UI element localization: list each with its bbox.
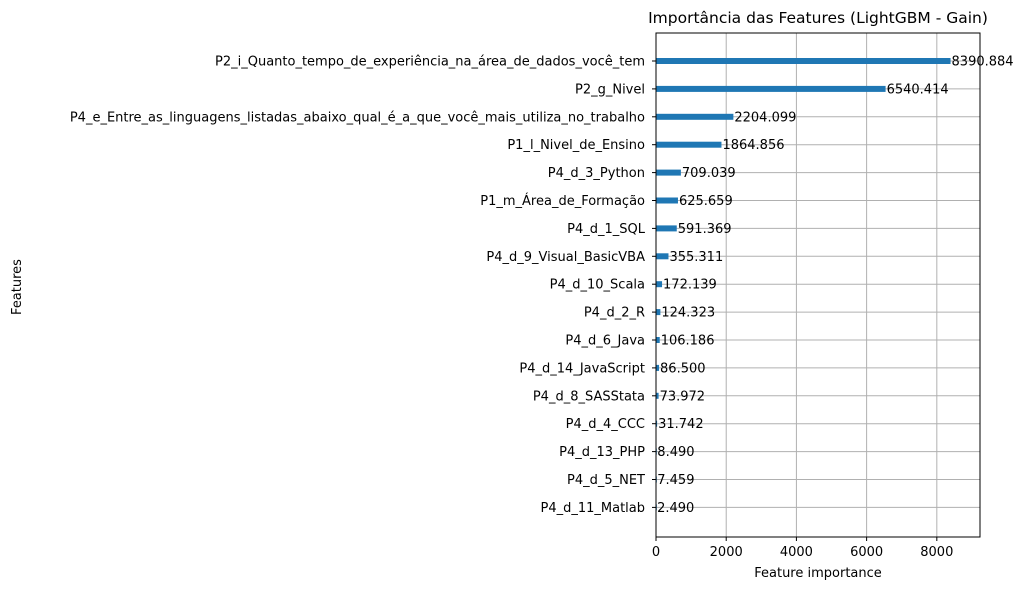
bar: [656, 364, 660, 371]
bar: [656, 420, 658, 427]
x-tick-label: 4000: [780, 545, 813, 560]
bar-value-label: 172.139: [663, 278, 717, 293]
y-tick-label: P4_d_11_Matlab: [540, 501, 645, 516]
bar-value-label: 8.490: [657, 445, 694, 460]
y-tick-label: P4_d_1_SQL: [567, 222, 646, 237]
bar: [656, 141, 722, 148]
chart-title: Importância das Features (LightGBM - Gai…: [648, 9, 988, 27]
y-tick-label: P4_d_3_Python: [548, 166, 645, 181]
y-tick-label: P4_d_9_Visual_BasicVBA: [486, 250, 645, 265]
bar: [656, 169, 681, 176]
bar-value-label: 1864.856: [722, 138, 784, 153]
y-tick-label: P1_m_Área_de_Formação: [480, 193, 645, 209]
y-tick-label: P4_d_5_NET: [567, 473, 645, 488]
x-tick-label: 0: [652, 545, 660, 560]
bar: [656, 113, 734, 120]
bar-value-label: 7.459: [657, 473, 694, 488]
bar-value-label: 2204.099: [734, 110, 796, 125]
bar: [656, 197, 678, 204]
y-tick-label: P4_d_6_Java: [565, 334, 645, 349]
tick-layer: 0 2000 4000 6000 8000: [652, 537, 953, 560]
x-tick-label: 8000: [920, 545, 953, 560]
bar: [656, 309, 661, 316]
bar-value-label: 709.039: [682, 166, 736, 181]
y-tick-label: P1_l_Nivel_de_Ensino: [507, 138, 645, 153]
y-tick-label: P4_d_14_JavaScript: [519, 361, 645, 376]
bar-value-label: 73.972: [660, 389, 706, 404]
x-tick-label: 2000: [710, 545, 743, 560]
bar-value-label: 6540.414: [887, 82, 949, 97]
bar: [656, 253, 669, 260]
bar: [656, 392, 659, 399]
y-tick-label: P2_i_Quanto_tempo_de_experiência_na_área…: [215, 55, 645, 70]
bar-value-label: 31.742: [658, 417, 704, 432]
y-tick-label: P4_d_2_R: [584, 306, 645, 321]
x-axis-label: Feature importance: [754, 566, 882, 581]
y-tick-label: P4_d_8_SASStata: [533, 389, 645, 404]
y-tick-label: P4_d_13_PHP: [559, 445, 645, 460]
bar: [656, 281, 663, 288]
y-tick-label: P2_g_Nivel: [575, 82, 645, 97]
bar-value-label: 86.500: [660, 361, 706, 376]
bar-value-label: 2.490: [657, 501, 694, 516]
y-axis-label: Features: [10, 259, 25, 315]
bar: [656, 58, 951, 64]
y-tick-label: P4_e_Entre_as_linguagens_listadas_abaixo…: [70, 110, 645, 125]
bar-layer: [656, 58, 951, 511]
bar: [656, 85, 886, 92]
y-tick-label: P4_d_10_Scala: [550, 278, 645, 293]
plot-frame: [655, 32, 981, 538]
bar-value-label: 591.369: [678, 222, 732, 237]
bar-value-label: 106.186: [661, 334, 715, 349]
x-tick-label: 6000: [850, 545, 883, 560]
bar-value-label: 355.311: [669, 250, 723, 265]
y-tick-label: P4_d_4_CCC: [566, 417, 645, 432]
bar-value-label: 625.659: [679, 194, 733, 209]
bar-value-label: 124.323: [661, 306, 715, 321]
bar: [656, 337, 660, 343]
bar: [656, 225, 677, 232]
y-tick-layer: P2_i_Quanto_tempo_de_experiência_na_área…: [70, 55, 656, 516]
plot-border: [655, 32, 981, 538]
bar-value-label: 8390.884: [952, 55, 1014, 70]
